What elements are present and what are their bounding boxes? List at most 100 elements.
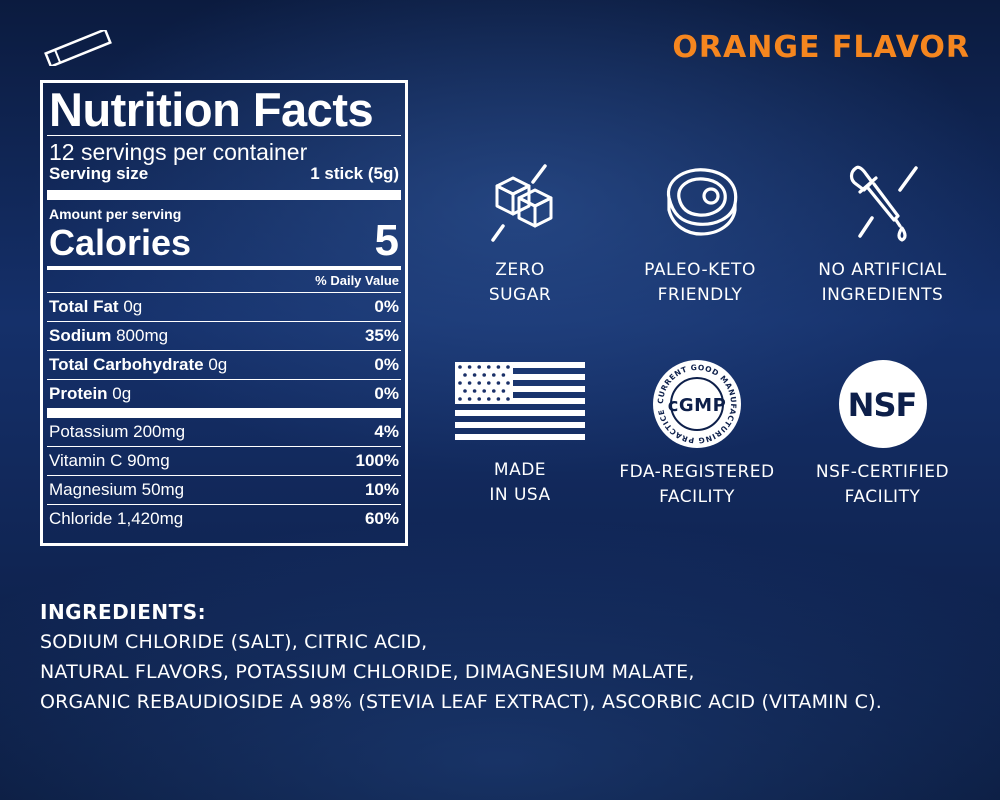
ingredients-line: ORGANIC REBAUDIOSIDE A 98% (STEVIA LEAF … (40, 691, 882, 713)
nutrition-facts-label: Nutrition Facts 12 servings per containe… (40, 80, 408, 546)
vitamin-amount: 50mg (141, 480, 185, 499)
nutrient-name: Total Carbohydrate (49, 355, 204, 374)
feature-label-line2: IN USA (489, 485, 551, 505)
feature-paleo-keto: PALEO-KETO FRIENDLY (620, 158, 780, 308)
cgmp-seal-icon: CURRENT GOOD MANUFACTURING PRACTICE cGMP (653, 360, 741, 448)
ingredients-line: NATURAL FLAVORS, POTASSIUM CHLORIDE, DIM… (40, 661, 695, 683)
amount-per-serving: Amount per serving (49, 206, 182, 222)
flag-star (463, 373, 467, 377)
nutrient-pct: 0% (374, 297, 399, 316)
vitamin-row: Potassium 200mg 4% (49, 418, 399, 446)
vitamin-amount: 200mg (133, 422, 186, 441)
vitamin-name: Magnesium (49, 480, 137, 499)
nutrition-title: Nutrition Facts (49, 83, 374, 136)
feature-fda-registered: CURRENT GOOD MANUFACTURING PRACTICE cGMP… (612, 358, 782, 510)
feature-label-line2: FACILITY (659, 487, 735, 507)
serving-size-value: 1 stick (5g) (310, 164, 399, 183)
flag-star (482, 389, 486, 393)
nutrient-name: Total Fat (49, 297, 119, 316)
nutrient-pct: 35% (364, 326, 399, 345)
flag-star (467, 365, 472, 369)
vitamin-amount: 90mg (127, 451, 170, 470)
nutrient-amount: 0g (112, 384, 132, 403)
feature-label-line2: INGREDIENTS (821, 285, 944, 305)
feature-no-artificial: NO ARTIFICIAL INGREDIENTS (800, 158, 965, 308)
calories-label: Calories (49, 222, 192, 263)
flag-star (492, 373, 496, 377)
ingredients-line: SODIUM CHLORIDE (SALT), CITRIC ACID, (40, 631, 428, 653)
feature-label-line1: PALEO-KETO (644, 260, 756, 280)
vitamin-pct: 10% (364, 480, 399, 499)
serving-size-label: Serving size (49, 164, 149, 183)
nutrient-row: Protein 0g 0% (49, 380, 399, 408)
vitamin-row: Magnesium 50mg 10% (49, 476, 399, 504)
feature-label-line2: FRIENDLY (657, 285, 743, 305)
flag-star (477, 381, 481, 385)
vitamin-pct: 100% (355, 451, 399, 470)
vitamin-pct: 60% (364, 509, 399, 528)
flag-star (487, 381, 491, 385)
nutrient-row: Total Fat 0g 0% (49, 293, 399, 321)
ingredients-title: INGREDIENTS: (40, 600, 207, 624)
flag-star (458, 381, 462, 385)
nutrient-amount: 0g (208, 355, 228, 374)
feature-label-line1: ZERO (495, 260, 545, 280)
vitamin-name: Chloride (49, 509, 113, 528)
nutrient-amount: 0g (123, 297, 143, 316)
flag-star (477, 365, 481, 369)
vitamin-name: Vitamin C (49, 451, 123, 470)
dropper-crossed-icon (849, 165, 918, 242)
feature-label-line2: FACILITY (844, 487, 921, 507)
nsf-seal-icon: NSF (838, 360, 927, 448)
flag-star (477, 397, 481, 401)
flag-star (506, 397, 510, 401)
flag-star (467, 397, 472, 401)
feature-label-line2: SUGAR (488, 285, 552, 305)
flag-star (506, 365, 510, 369)
nutrient-name: Sodium (49, 326, 112, 345)
stick-pack-icon (44, 30, 112, 66)
nsf-seal-text: NSF (847, 386, 916, 424)
calories-value: 5 (374, 216, 399, 265)
feature-label-line1: FDA-REGISTERED (619, 462, 775, 482)
flag-star (501, 389, 506, 393)
feature-nsf-certified: NSF NSF-CERTIFIED FACILITY (800, 358, 965, 510)
flag-star (467, 381, 472, 385)
flag-star (472, 373, 477, 377)
flag-star (482, 373, 486, 377)
flag-star (496, 381, 501, 385)
flag-star (458, 365, 462, 369)
nutrient-row: Total Carbohydrate 0g 0% (49, 351, 399, 379)
flag-star (487, 397, 491, 401)
vitamin-name: Potassium (49, 422, 129, 441)
nutrient-name: Protein (49, 384, 108, 403)
usa-flag-icon (455, 362, 585, 440)
feature-label-line1: NO ARTIFICIAL (818, 260, 947, 280)
steak-icon (666, 168, 738, 236)
servings-per-container: 12 servings per container (49, 139, 308, 165)
flag-star (496, 397, 501, 401)
flag-star (472, 389, 477, 393)
flag-star (501, 373, 506, 377)
flag-star (506, 381, 510, 385)
nutrient-amount: 800mg (116, 326, 169, 345)
feature-zero-sugar: ZERO SUGAR (445, 158, 595, 308)
flag-star (496, 365, 501, 369)
cgmp-center-text: cGMP (668, 395, 727, 416)
serving-size-row: Serving size 1 stick (5g) (49, 164, 399, 184)
sugar-cubes-crossed-icon (491, 164, 553, 242)
flavor-title: ORANGE FLAVOR (672, 30, 970, 65)
vitamin-row: Chloride 1,420mg 60% (49, 505, 399, 533)
vitamin-pct: 4% (374, 422, 399, 441)
flag-star (463, 389, 467, 393)
feature-made-in-usa: MADE IN USA (445, 362, 595, 508)
vitamin-row: Vitamin C 90mg 100% (49, 447, 399, 475)
flag-star (458, 397, 462, 401)
feature-label-line1: NSF-CERTIFIED (815, 462, 950, 482)
nutrient-pct: 0% (374, 355, 399, 374)
flag-star (487, 365, 491, 369)
calories-row: Calories 5 (49, 216, 399, 265)
flag-star (492, 389, 496, 393)
nutrient-row: Sodium 800mg 35% (49, 322, 399, 350)
daily-value-header: % Daily Value (315, 273, 399, 288)
